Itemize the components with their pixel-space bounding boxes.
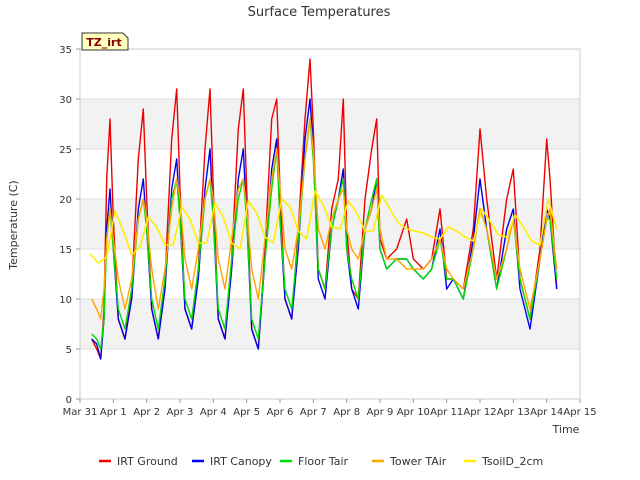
y-tick-label: 25 [59,145,72,156]
series-line-floor-tair [91,118,558,350]
x-tick-label: Apr 5 [233,407,260,418]
legend-label-irt-ground: IRT Ground [117,455,178,468]
y-tick-label: 10 [59,295,72,306]
legend-label-floor-tair: Floor Tair [298,455,349,468]
plot-frame [79,48,581,400]
x-tick-label: Apr 7 [300,407,327,418]
y-tick-label: 30 [59,95,72,106]
series-lines [89,58,558,360]
series-line-tower-tair [91,118,558,320]
x-tick-label: Apr 14 [530,407,563,418]
y-axis-label: Temperature (C) [7,180,20,270]
y-tick-label: 20 [59,195,72,206]
series-line-tsoild-2cm [89,190,558,264]
x-axis-ticks: Mar 31 Apr 1 Apr 2 Apr 3 Apr 4 Apr 5 Apr 6 Apr … [63,399,597,418]
x-tick-label: Apr 13 [497,407,530,418]
x-tick-label: Apr 11 [430,407,463,418]
y-tick-label: 0 [66,395,72,406]
legend-label-tsoild-2cm: TsoilD_2cm [481,455,543,468]
x-tick-label: Apr 15 [563,407,596,418]
grid-band [80,99,580,149]
x-tick-label: Apr 12 [463,407,496,418]
x-tick-label: Apr 4 [200,407,227,418]
x-tick-label: Apr 1 [100,407,127,418]
tz-irt-badge: TZ_irt [81,32,129,51]
x-tick-label: Apr 10 [397,407,430,418]
y-axis-ticks: 0 5 10 15 20 25 30 35 [59,45,80,406]
legend-label-irt-canopy: IRT Canopy [210,455,272,468]
x-tick-label: Mar 31 [63,407,98,418]
x-axis-label: Time [552,423,580,436]
legend: IRT Ground IRT Canopy Floor Tair Tower TAir… [99,455,543,468]
x-tick-label: Apr 6 [267,407,294,418]
y-tick-label: 15 [59,245,72,256]
grid-band [80,299,580,349]
tz-irt-badge-label: TZ_irt [86,36,121,49]
y-tick-label: 35 [59,45,72,56]
x-tick-label: Apr 3 [167,407,194,418]
y-tick-label: 5 [66,345,72,356]
x-tick-label: Apr 2 [133,407,160,418]
chart-title: Surface Temperatures [248,5,391,20]
x-tick-label: Apr 9 [367,407,394,418]
x-tick-label: Apr 8 [333,407,360,418]
legend-label-tower-tair: Tower TAir [389,455,447,468]
